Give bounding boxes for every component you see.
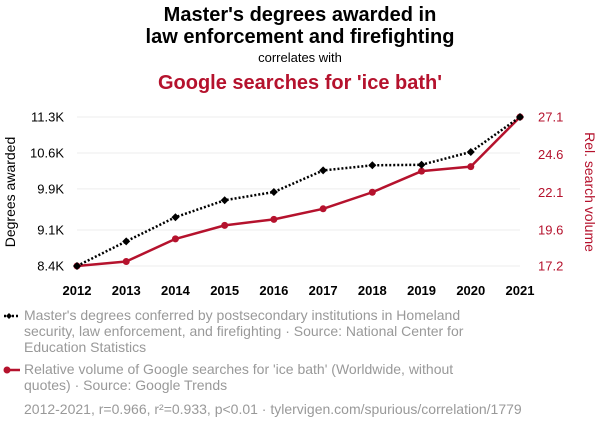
x-tick-label: 2019 — [407, 283, 436, 298]
chart-subtitle: Google searches for 'ice bath' — [158, 72, 442, 94]
series-2-point — [221, 221, 229, 229]
x-tick-label: 2015 — [210, 283, 239, 298]
left-tick-label: 9.1K — [37, 223, 64, 238]
series-2-point — [319, 205, 327, 213]
x-tick-label: 2018 — [358, 283, 387, 298]
chart-title-line2: law enforcement and firefighting — [146, 26, 455, 48]
series-1-point — [171, 213, 180, 222]
legend-marker-2 — [3, 366, 11, 374]
right-axis-label: Rel. search volume — [582, 132, 598, 252]
x-axis-ticks: 2012 2013 2014 2015 2016 2017 2018 2019 2020 2021 — [63, 283, 535, 298]
correlates-with-text: correlates with — [258, 50, 342, 65]
right-tick-label: 19.6 — [538, 222, 563, 237]
x-tick-label: 2020 — [456, 283, 485, 298]
right-tick-label: 24.6 — [538, 147, 563, 162]
series-1-point — [516, 113, 524, 121]
series-1-point — [73, 262, 81, 270]
series-1-point — [220, 196, 229, 205]
series-1-point — [122, 237, 131, 246]
series-2-point — [368, 188, 376, 196]
legend-text-1-line3: Education Statistics — [24, 339, 146, 355]
footer-stats: 2012-2021, r=0.966, r²=0.933, p<0.01 · t… — [24, 401, 522, 417]
left-tick-label: 11.3K — [31, 110, 64, 125]
left-tick-label: 9.9K — [37, 181, 64, 196]
right-tick-label: 27.1 — [538, 110, 563, 125]
x-tick-label: 2013 — [112, 283, 141, 298]
x-tick-label: 2014 — [161, 283, 191, 298]
series-1-point — [417, 160, 426, 169]
legend-text-1-line1: Master's degrees conferred by postsecond… — [24, 307, 460, 323]
legend-text-2-line1: Relative volume of Google searches for '… — [24, 361, 453, 377]
series-2-point — [467, 163, 475, 171]
series-1-point — [269, 188, 278, 197]
series-2-point — [171, 235, 179, 243]
series-layer — [73, 113, 524, 270]
legend-item-2: Relative volume of Google searches for '… — [3, 361, 453, 393]
legend-item-1: Master's degrees conferred by postsecond… — [4, 307, 464, 355]
series-2-line — [76, 116, 521, 268]
grid-lines — [77, 116, 520, 267]
legend-text-1-line2: security, law enforcement, and firefight… — [24, 323, 464, 339]
series-1-point — [319, 166, 328, 175]
x-tick-label: 2016 — [259, 283, 288, 298]
left-tick-label: 8.4K — [37, 259, 64, 274]
left-tick-label: 10.6K — [30, 145, 64, 160]
series-2-point — [418, 167, 426, 175]
x-tick-label: 2021 — [506, 283, 535, 298]
right-tick-label: 22.1 — [538, 185, 563, 200]
legend-marker-1 — [6, 313, 12, 319]
series-1-point — [466, 147, 475, 156]
x-tick-label: 2017 — [309, 283, 338, 298]
legend-text-2-line2: quotes) · Source: Google Trends — [24, 377, 227, 393]
right-tick-label: 17.2 — [538, 259, 563, 274]
series-2-point — [122, 257, 130, 265]
left-axis-label: Degrees awarded — [2, 137, 18, 248]
x-tick-label: 2012 — [63, 283, 92, 298]
chart-title-line1: Master's degrees awarded in — [164, 4, 437, 26]
series-2-point — [270, 215, 278, 223]
left-axis-ticks: 8.4K 9.1K 9.9K 10.6K 11.3K — [30, 110, 64, 274]
series-1-line — [76, 115, 521, 268]
series-1-point — [368, 161, 377, 170]
right-axis-ticks: 17.2 19.6 22.1 24.6 27.1 — [538, 110, 563, 274]
